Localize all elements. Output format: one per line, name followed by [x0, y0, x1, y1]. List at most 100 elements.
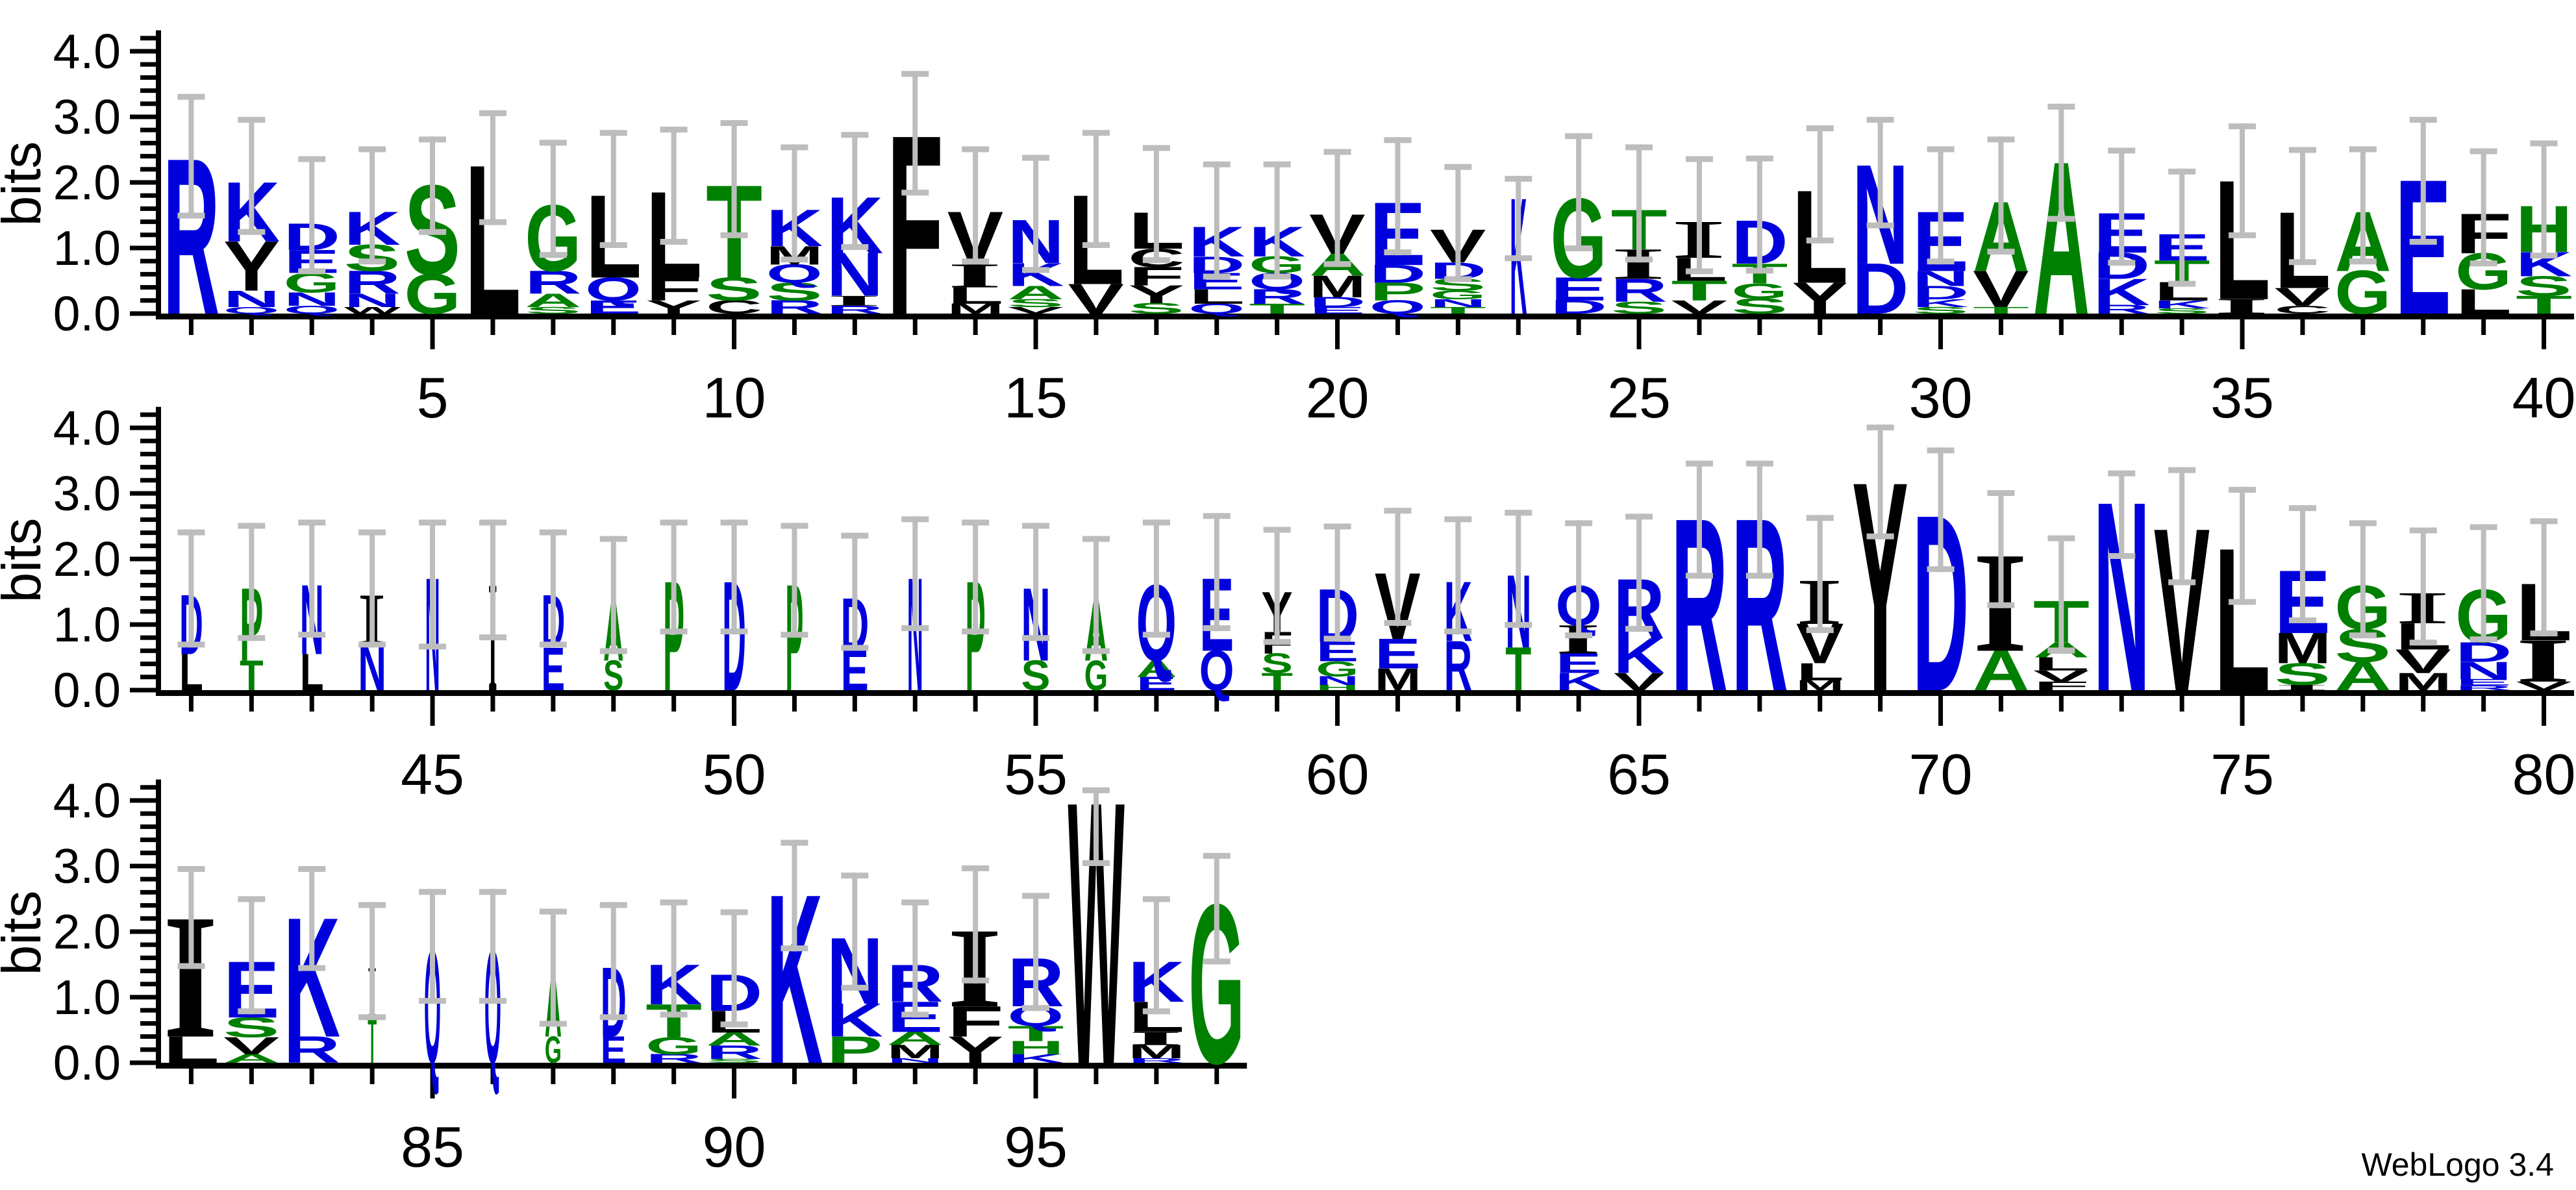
error-bar-18 [1203, 161, 1231, 280]
y-minor-tick [140, 1021, 156, 1026]
x-minor-tick [2360, 696, 2366, 712]
y-major-tick [130, 863, 156, 869]
y-tick-label: 3.0 [53, 839, 121, 893]
logo-letter-33-K: K [2094, 271, 2150, 313]
error-bar-40 [2530, 140, 2558, 259]
error-bar-28 [1806, 125, 1834, 243]
x-minor-tick [1576, 319, 1581, 335]
x-minor-tick [2481, 696, 2486, 712]
logo-letter-24-D: D [1551, 297, 1607, 318]
logo-letter-30-S: S [1912, 305, 1969, 316]
y-minor-tick [140, 36, 156, 41]
error-bar-11 [781, 144, 808, 263]
error-bar-37 [2349, 146, 2377, 265]
error-bar-98 [1203, 852, 1231, 965]
x-minor-tick [1576, 696, 1581, 712]
error-bar-4 [358, 146, 386, 265]
error-bar-21 [1384, 137, 1412, 256]
logo-letter-35-I: I [2214, 294, 2270, 318]
y-minor-tick [140, 1034, 156, 1039]
error-bar-47 [539, 529, 567, 648]
logo-letter-93-N: N [887, 1057, 944, 1064]
y-minor-tick [140, 101, 156, 106]
logo-letter-11-S: S [766, 277, 822, 306]
error-bar-66 [1685, 460, 1713, 579]
x-tick-label: 15 [1004, 366, 1068, 430]
x-tick-label: 5 [417, 366, 449, 430]
logo-letter-57-E: E [1136, 673, 1177, 694]
logo-letter-15-A: A [1008, 282, 1064, 303]
error-bar-6 [479, 110, 506, 225]
logo-letter-59-S: S [1261, 647, 1292, 679]
error-bar-7 [539, 140, 567, 258]
x-minor-tick [1214, 696, 1219, 712]
x-minor-tick [2058, 696, 2064, 712]
y-major-tick [130, 929, 156, 934]
y-minor-tick [140, 635, 156, 640]
logo-letter-65-V: V [1614, 668, 1664, 696]
error-bar-97 [1142, 896, 1170, 1015]
y-minor-tick [140, 412, 156, 417]
error-bar-30 [1927, 146, 1955, 265]
logo-letter-58-Q: Q [1199, 638, 1234, 702]
y-minor-tick [140, 889, 156, 895]
logo-letter-4-R: R [344, 264, 401, 301]
x-minor-tick [1154, 1069, 1159, 1084]
error-bar-65 [1625, 514, 1653, 632]
logo-letter-89-R: R [645, 1052, 702, 1065]
y-minor-tick [140, 824, 156, 829]
x-minor-tick [2300, 319, 2305, 335]
x-minor-tick [912, 319, 918, 335]
logo-letter-19-R: R [1249, 285, 1305, 308]
logo-letter-17-F: F [1128, 262, 1184, 291]
logo-letter-21-Q: Q [1369, 297, 1426, 318]
x-minor-tick [188, 696, 194, 712]
error-bar-49 [660, 519, 688, 635]
logo-letter-28-Y: Y [1792, 273, 1847, 323]
x-minor-tick [1697, 319, 1702, 335]
y-major-tick [130, 491, 156, 496]
x-minor-tick [490, 1069, 495, 1084]
error-bar-38 [2409, 117, 2437, 245]
y-tick-label: 2.0 [53, 155, 121, 210]
logo-letter-3-N: N [284, 289, 340, 310]
logo-letter-11-Q: Q [766, 258, 823, 288]
x-minor-tick [1998, 696, 2003, 712]
x-tick-label: 45 [401, 742, 464, 806]
error-bar-72 [2047, 535, 2075, 654]
error-bar-63 [1505, 510, 1532, 628]
logo-letter-40-T: T [2516, 290, 2572, 319]
logo-letter-29-D: D [1852, 248, 1908, 329]
x-minor-tick [188, 1069, 194, 1084]
x-minor-tick [1094, 1069, 1099, 1084]
logo-letter-14-L: L [947, 282, 1004, 309]
error-bar-19 [1263, 161, 1291, 280]
logo-letter-94-Y: Y [947, 1029, 1004, 1071]
x-minor-tick [490, 696, 495, 712]
x-major-tick [732, 319, 737, 349]
logo-letter-15-S: S [1008, 297, 1064, 310]
x-minor-tick [1094, 319, 1099, 335]
logo-letter-2-N: N [223, 286, 280, 312]
error-bar-1 [177, 93, 205, 219]
logo-letter-76-M: M [2275, 623, 2331, 673]
x-minor-tick [551, 319, 556, 335]
logo-row-2: 0.01.02.03.04.0bits4550556065707580LDTPL… [0, 401, 2575, 806]
y-tick-label: 1.0 [53, 597, 121, 652]
error-bar-23 [1505, 175, 1532, 262]
logo-row-3: 0.01.02.03.04.0bits859095LIAVSERKTIQQGAE… [0, 723, 1247, 1179]
error-bar-13 [901, 71, 929, 196]
logo-letter-95-K: K [1008, 1052, 1064, 1065]
logo-letter-43-L: L [300, 643, 324, 702]
logo-letter-78-M: M [2395, 668, 2451, 696]
error-bar-74 [2168, 467, 2196, 586]
x-minor-tick [249, 1069, 254, 1084]
x-minor-tick [973, 1069, 978, 1084]
logo-letter-31-T: T [1973, 305, 2029, 316]
logo-letter-48-S: S [603, 652, 623, 700]
y-minor-tick [140, 517, 156, 522]
logo-letter-60-N: N [1316, 674, 1359, 688]
x-tick-label: 20 [1306, 366, 1369, 430]
x-minor-tick [671, 319, 677, 335]
